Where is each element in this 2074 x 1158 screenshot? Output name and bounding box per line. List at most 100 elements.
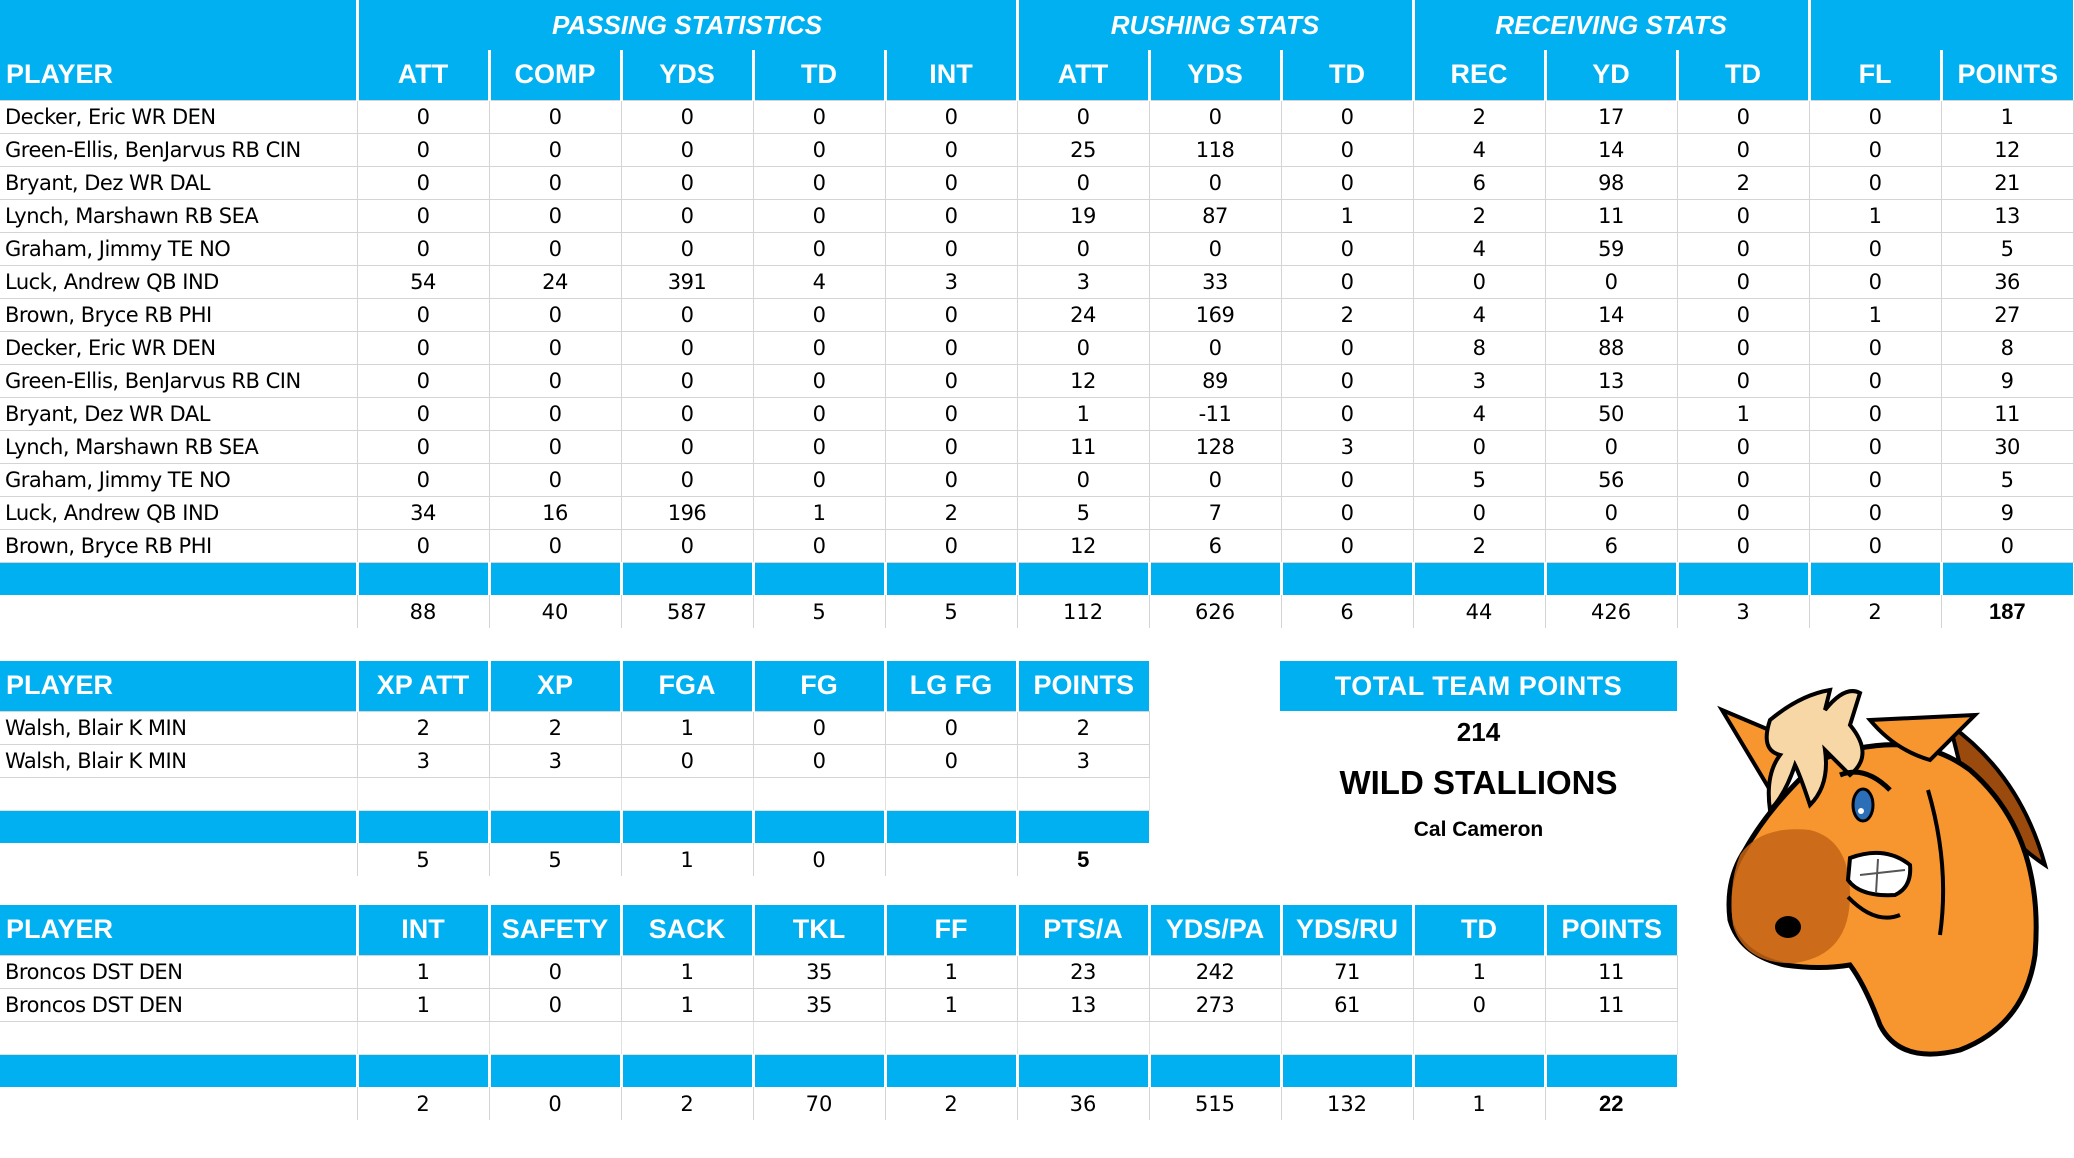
divider-cell	[1807, 562, 1942, 595]
stat-cell: 0	[1412, 495, 1546, 530]
stat-cell: 0	[752, 231, 886, 266]
offense-divider-bar	[0, 562, 2074, 595]
defense-divider-bar	[0, 1054, 1677, 1087]
divider-cell	[1147, 562, 1282, 595]
defense-column-header-ff: FF	[883, 905, 1017, 955]
defense-column-header-yds-pa: YDS/PA	[1147, 905, 1281, 955]
player-name-cell: Luck, Andrew QB IND	[0, 264, 358, 299]
empty-cell	[356, 1020, 490, 1055]
stat-cell: 0	[1808, 264, 1942, 299]
stat-cell: 5	[1016, 495, 1150, 530]
total-cell: 1	[620, 843, 753, 876]
divider-cell	[1675, 562, 1810, 595]
stat-cell: 0	[1016, 462, 1150, 497]
stat-cell: 0	[884, 396, 1018, 431]
kicker-stats-sheet: PLAYER XP ATT XP FGA FG LG FG POINTS Walsh, Bl…	[0, 661, 1150, 876]
stat-cell: 0	[1016, 165, 1150, 200]
offense-table-row: Brown, Bryce RB PHI 0 0 0 0 0 24 169 2 4 14 0 1 27	[0, 297, 2074, 332]
stat-cell: 0	[752, 528, 886, 563]
total-cell: 5	[488, 843, 621, 876]
total-points-cell: 22	[1544, 1087, 1677, 1120]
stat-cell: 0	[620, 396, 754, 431]
total-cell: 0	[752, 843, 885, 876]
player-name-cell: Brown, Bryce RB PHI	[0, 528, 358, 563]
stat-cell: 0	[1148, 462, 1282, 497]
stat-cell: 34	[356, 495, 490, 530]
stat-cell: 0	[884, 429, 1018, 464]
stat-cell: 11	[1544, 987, 1678, 1022]
stat-cell: 14	[1544, 297, 1678, 332]
stat-cell: 0	[884, 297, 1018, 332]
stat-cell: 98	[1544, 165, 1678, 200]
divider-cell	[883, 810, 1017, 843]
stat-cell: 17	[1544, 99, 1678, 134]
stat-cell: 196	[620, 495, 754, 530]
stat-cell: 0	[752, 132, 886, 167]
stat-cell: 0	[1412, 264, 1546, 299]
stat-cell: 0	[752, 429, 886, 464]
stat-cell: 0	[884, 165, 1018, 200]
stat-cell: 273	[1148, 987, 1282, 1022]
player-name-cell: Walsh, Blair K MIN	[0, 710, 358, 745]
total-cell: 2	[356, 1087, 489, 1120]
stat-cell: 3	[356, 743, 490, 778]
stat-cell: 0	[356, 165, 490, 200]
stat-cell: 0	[356, 297, 490, 332]
stat-cell: 1	[884, 954, 1018, 989]
offense-table-row: Graham, Jimmy TE NO 0 0 0 0 0 0 0 0 4 59 0 0 5	[0, 231, 2074, 266]
offense-table-row: Bryant, Dez WR DAL 0 0 0 0 0 0 0 0 6 98 2 0 21	[0, 165, 2074, 200]
stat-cell: 0	[1280, 264, 1414, 299]
stat-cell: 1	[1016, 396, 1150, 431]
stat-cell: 0	[620, 198, 754, 233]
stat-cell: 0	[884, 132, 1018, 167]
stat-cell: 4	[1412, 132, 1546, 167]
total-team-points-value: 214	[1456, 717, 1501, 747]
defense-stats-sheet: PLAYER INT SAFETY SACK TKL FF PTS/A YDS/PA YDS/R…	[0, 905, 1678, 1120]
stat-cell: 0	[356, 429, 490, 464]
stat-cell: 0	[752, 330, 886, 365]
offense-table-row: Luck, Andrew QB IND 34 16 196 1 2 5 7 0 0 0 0 0 9	[0, 495, 2074, 530]
total-cell: 88	[356, 595, 489, 628]
stat-cell: 5	[1940, 462, 2074, 497]
defense-column-header-safety: SAFETY	[487, 905, 621, 955]
kicker-blank-row	[0, 776, 1150, 811]
stat-cell: 11	[1544, 198, 1678, 233]
stat-cell: 0	[620, 462, 754, 497]
stat-cell: 0	[1016, 99, 1150, 134]
stat-cell: 0	[1808, 165, 1942, 200]
divider-cell	[619, 1054, 753, 1087]
stat-cell: 0	[1676, 363, 1810, 398]
divider-cell	[1279, 562, 1414, 595]
defense-column-header-tkl: TKL	[751, 905, 885, 955]
stat-cell: 0	[620, 231, 754, 266]
divider-cell	[0, 1054, 357, 1087]
stat-cell: 8	[1412, 330, 1546, 365]
total-cell: 6	[1280, 595, 1414, 628]
divider-cell	[1543, 562, 1678, 595]
stat-cell: 1	[356, 987, 490, 1022]
stat-cell: 0	[1280, 396, 1414, 431]
total-cell: 2	[620, 1087, 753, 1120]
divider-cell	[751, 562, 885, 595]
stat-cell: 0	[620, 743, 754, 778]
stat-cell: 0	[356, 528, 490, 563]
stat-cell: 2	[1412, 528, 1546, 563]
stat-cell: 0	[488, 363, 622, 398]
header-blank	[0, 0, 357, 50]
stat-cell: 0	[1280, 165, 1414, 200]
defense-column-header-int: INT	[355, 905, 489, 955]
stat-cell: 14	[1544, 132, 1678, 167]
stat-cell: 4	[1412, 297, 1546, 332]
stat-cell: 1	[620, 987, 754, 1022]
offense-totals-row: 88 40 587 5 5 112 626 6 44 426 3 2 187	[0, 595, 2074, 628]
offense-table-row: Lynch, Marshawn RB SEA 0 0 0 0 0 19 87 1 2 11 0 1 13	[0, 198, 2074, 233]
total-cell: 112	[1016, 595, 1150, 628]
stat-cell: 0	[1676, 330, 1810, 365]
group-header-passing: PASSING STATISTICS	[355, 0, 1018, 50]
divider-cell	[1015, 810, 1149, 843]
stat-cell: 1	[752, 495, 886, 530]
stat-cell: 0	[752, 297, 886, 332]
divider-cell	[355, 562, 489, 595]
stat-cell: 0	[1016, 231, 1150, 266]
